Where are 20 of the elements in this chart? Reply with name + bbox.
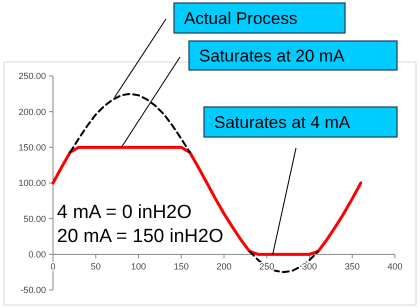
annotation: Actual Process	[184, 8, 298, 28]
x-tick-label: 100	[130, 261, 146, 272]
annotation: Saturates at 4 mA	[214, 112, 351, 132]
annotation: 4 mA = 0 inH2O	[57, 202, 192, 223]
x-tick-label: 50	[90, 261, 101, 272]
x-tick-label: 400	[387, 261, 403, 272]
y-tick-label: 250.00	[18, 71, 46, 82]
x-tick-label: 300	[302, 261, 318, 272]
y-tick-label: -50.00	[20, 285, 46, 296]
annotation: Saturates at 20 mA	[199, 46, 346, 66]
y-tick-label: 200.00	[18, 106, 46, 117]
x-tick-label: 200	[216, 261, 232, 272]
y-tick-label: 100.00	[18, 178, 46, 188]
y-tick-label: 150.00	[18, 142, 46, 152]
x-tick-label: 150	[174, 261, 189, 272]
annotation: 20 mA = 150 inH2O	[57, 226, 224, 247]
y-tick-label: 50.00	[23, 214, 46, 224]
x-tick-label: 350	[344, 261, 360, 272]
line-series	[52, 146, 362, 256]
y-tick-label: 0.00	[28, 249, 46, 260]
